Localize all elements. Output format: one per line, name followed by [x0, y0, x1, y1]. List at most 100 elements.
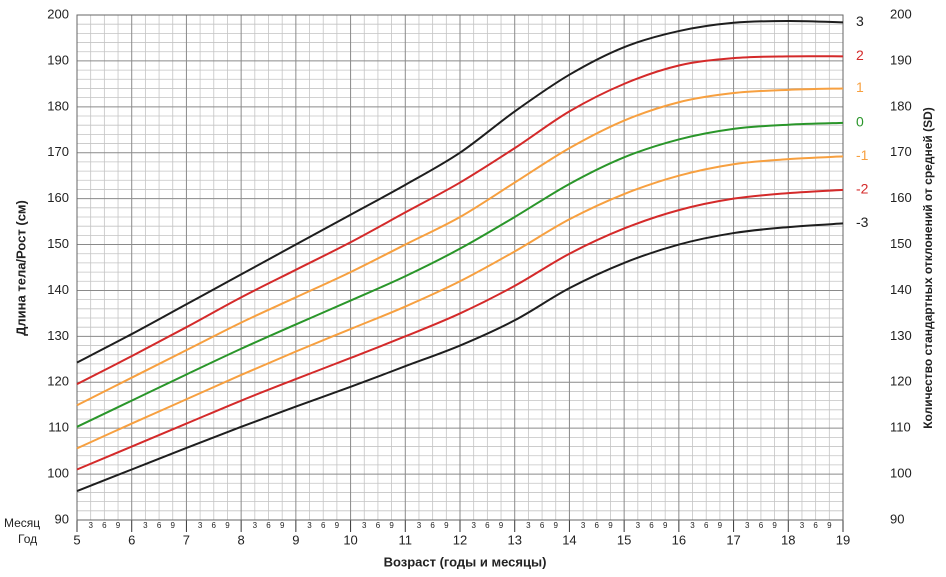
x-minor-tick-label: 6 [102, 521, 107, 530]
x-minor-tick-label: 6 [485, 521, 490, 530]
sd-curve [76, 121, 844, 428]
y-tick-label: 160 [47, 190, 69, 205]
y2-tick-label: 90 [890, 511, 904, 526]
x-minor-tick-label: 9 [608, 521, 613, 530]
sd-label: -3 [856, 214, 869, 230]
x-minor-tick-label: 9 [554, 521, 559, 530]
y2-tick-label: 180 [890, 98, 912, 113]
y-tick-label: 190 [47, 52, 69, 67]
month-row-label: Месяц [4, 516, 40, 530]
x-minor-tick-label: 6 [704, 521, 709, 530]
y2-tick-label: 110 [890, 420, 911, 435]
sd-curve [76, 55, 844, 385]
x-minor-tick-label: 3 [690, 521, 695, 530]
x-tick-label: 8 [238, 532, 245, 547]
x-minor-tick-label: 3 [581, 521, 586, 530]
x-minor-tick-label: 3 [143, 521, 148, 530]
x-tick-label: 5 [73, 532, 80, 547]
y-tick-label: 200 [47, 6, 69, 21]
x-minor-tick-label: 3 [88, 521, 93, 530]
sd-curve [76, 19, 844, 364]
y2-axis-title: Количество стандартных отклонений от сре… [921, 107, 935, 429]
x-minor-tick-label: 3 [362, 521, 367, 530]
sd-curve [76, 222, 844, 493]
x-tick-label: 7 [183, 532, 190, 547]
y2-tick-label: 130 [890, 328, 912, 343]
sd-curve [76, 188, 844, 471]
x-tick-label: 11 [399, 532, 413, 547]
x-minor-tick-label: 9 [171, 521, 176, 530]
sd-curve [76, 155, 844, 450]
y2-tick-label: 100 [890, 466, 912, 481]
x-minor-tick-label: 6 [157, 521, 162, 530]
x-minor-tick-label: 6 [649, 521, 654, 530]
x-tick-label: 6 [128, 532, 135, 547]
x-minor-tick-label: 6 [212, 521, 217, 530]
x-minor-tick-label: 6 [430, 521, 435, 530]
y-tick-label: 100 [47, 466, 69, 481]
x-minor-tick-label: 9 [389, 521, 394, 530]
x-tick-label: 10 [343, 532, 357, 547]
x-minor-tick-label: 6 [540, 521, 545, 530]
y-tick-label: 140 [47, 282, 69, 297]
x-minor-tick-label: 9 [280, 521, 285, 530]
y2-tick-label: 170 [890, 144, 912, 159]
y2-tick-label: 120 [890, 374, 912, 389]
x-minor-tick-label: 6 [376, 521, 381, 530]
x-tick-label: 12 [453, 532, 467, 547]
y-tick-label: 90 [55, 511, 69, 526]
x-axis-title: Возраст (годы и месяцы) [384, 554, 547, 569]
y-axis-title: Длина тела/Рост (см) [13, 200, 28, 336]
sd-label: 3 [856, 13, 864, 29]
y-tick-label: 120 [47, 374, 69, 389]
sd-label: 1 [856, 79, 864, 95]
x-minor-tick-label: 3 [253, 521, 258, 530]
x-minor-tick-label: 9 [444, 521, 449, 530]
x-minor-tick-label: 6 [266, 521, 271, 530]
x-minor-tick-label: 9 [772, 521, 777, 530]
x-tick-label: 13 [507, 532, 521, 547]
x-minor-tick-label: 9 [116, 521, 121, 530]
x-minor-tick-label: 3 [198, 521, 203, 530]
x-tick-label: 15 [617, 532, 631, 547]
x-minor-tick-label: 3 [800, 521, 805, 530]
x-minor-tick-label: 3 [745, 521, 750, 530]
sd-label: 2 [856, 47, 864, 63]
y2-tick-label: 190 [890, 52, 912, 67]
x-minor-tick-label: 3 [526, 521, 531, 530]
y2-tick-label: 140 [890, 282, 912, 297]
x-minor-tick-label: 3 [636, 521, 641, 530]
x-tick-label: 14 [562, 532, 576, 547]
x-minor-tick-label: 6 [321, 521, 326, 530]
x-tick-label: 18 [781, 532, 795, 547]
y-tick-label: 180 [47, 98, 69, 113]
x-minor-tick-label: 6 [813, 521, 818, 530]
y-tick-label: 150 [47, 236, 69, 251]
x-minor-tick-label: 3 [307, 521, 312, 530]
sd-label: -2 [856, 181, 869, 197]
y2-tick-label: 200 [890, 6, 912, 21]
x-tick-label: 9 [292, 532, 299, 547]
sd-label: 0 [856, 114, 864, 130]
x-minor-tick-label: 3 [417, 521, 422, 530]
x-minor-tick-label: 9 [663, 521, 668, 530]
sd-label: -1 [856, 147, 869, 163]
y-tick-label: 170 [47, 144, 69, 159]
x-minor-tick-label: 3 [471, 521, 476, 530]
x-minor-tick-label: 9 [827, 521, 832, 530]
x-minor-tick-label: 9 [225, 521, 230, 530]
y2-tick-label: 160 [890, 190, 912, 205]
sd-curve [76, 87, 844, 407]
x-tick-label: 17 [726, 532, 740, 547]
x-minor-tick-label: 6 [759, 521, 764, 530]
x-tick-label: 19 [836, 532, 850, 547]
x-minor-tick-label: 9 [499, 521, 504, 530]
plot-frame [76, 14, 844, 521]
y2-tick-label: 150 [890, 236, 912, 251]
year-row-label: Год [18, 532, 37, 546]
x-minor-tick-label: 9 [718, 521, 723, 530]
x-minor-tick-label: 6 [595, 521, 600, 530]
y-tick-label: 130 [47, 328, 69, 343]
x-tick-label: 16 [672, 532, 686, 547]
